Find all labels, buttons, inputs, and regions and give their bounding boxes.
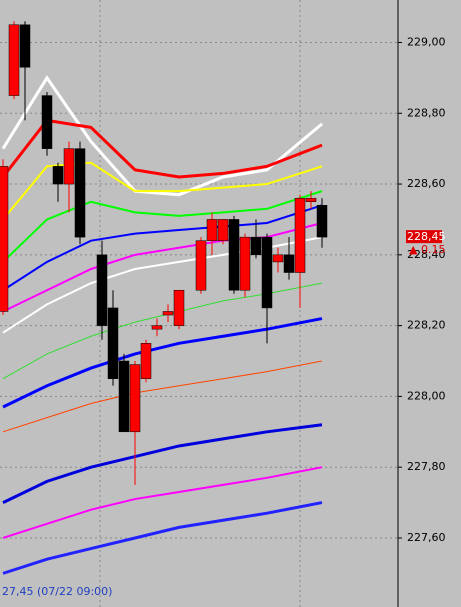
axis: 229,00 228,80 228,60 228,40 228,20 228,00 227,…: [398, 35, 446, 544]
candles: [0, 21, 328, 485]
y-tick-label: 229,00: [407, 35, 446, 48]
candle-body: [294, 197, 306, 273]
candle-body: [8, 24, 20, 96]
ma-line: [2, 466, 323, 539]
candle-body: [228, 219, 240, 291]
ma-line: [2, 222, 323, 313]
candle-body: [217, 219, 229, 241]
ma-line: [2, 282, 323, 380]
candle-body: [316, 205, 328, 238]
y-tick-label: 228,00: [407, 389, 446, 402]
ma-line: [2, 360, 323, 433]
candle-body: [173, 289, 185, 326]
ma-line: [2, 190, 323, 263]
candle-body: [52, 166, 64, 185]
ma-line: [2, 423, 323, 504]
last-price-box: [406, 230, 442, 244]
candle-body: [272, 254, 284, 263]
ma-line: [1, 75, 323, 197]
ma-line: [1, 118, 323, 179]
candle-body: [0, 166, 9, 312]
y-tick-label: 228,60: [407, 177, 446, 190]
candle-body: [41, 95, 53, 149]
candle-body: [206, 219, 218, 241]
candle-body: [118, 360, 130, 433]
candle-body: [162, 311, 174, 316]
y-tick-label: 228,80: [407, 106, 446, 119]
y-tick-label: 227,80: [407, 460, 446, 473]
y-tick-label: 228,20: [407, 319, 446, 332]
candle-body: [107, 307, 119, 379]
candle-body: [74, 148, 86, 238]
ma-line: [2, 501, 323, 575]
ma-line: [2, 317, 323, 409]
ma-line: [2, 236, 323, 334]
ma-line: [2, 161, 323, 221]
ma-line: [2, 204, 323, 292]
candle-body: [283, 254, 295, 273]
last-price-label: 228,45: [407, 230, 446, 243]
candle-body: [239, 236, 251, 291]
candle-body: [19, 24, 31, 68]
candle-body: [261, 236, 273, 309]
footer-label: 27,45 (07/22 09:00): [2, 585, 112, 598]
y-tick-label: 227,60: [407, 531, 446, 544]
candle-body: [305, 197, 317, 202]
change-label: ▲ 0.15: [409, 243, 445, 256]
candle-body: [63, 148, 75, 185]
candle-body: [195, 240, 207, 291]
candle-body: [151, 325, 163, 330]
candle-body: [96, 254, 108, 326]
y-tick-label: 228,40: [407, 248, 446, 261]
candle-body: [250, 236, 262, 256]
candle-body: [140, 343, 152, 379]
candle-body: [129, 364, 141, 433]
